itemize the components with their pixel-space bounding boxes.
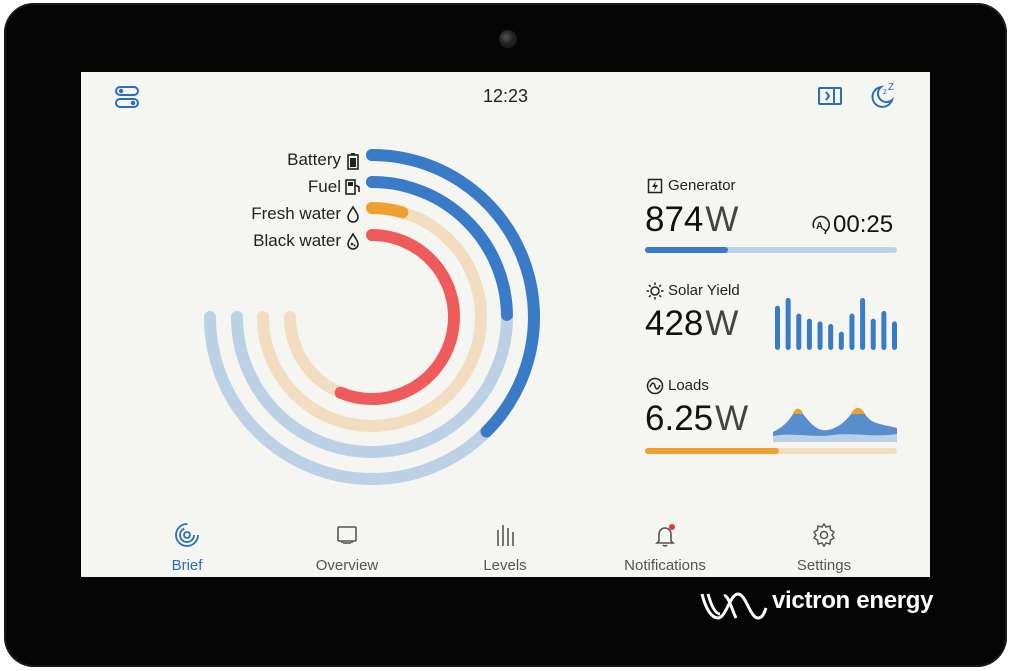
loads-value: 6.25W (645, 399, 749, 438)
solar-bar (849, 313, 855, 350)
level-gauges (204, 149, 540, 485)
clock: 12:23 (482, 86, 529, 106)
droplet-icon (347, 205, 359, 223)
nav-notifications-label: Notifications (624, 557, 706, 574)
gauge-label-battery: Battery (287, 150, 341, 169)
solar-bar (892, 321, 897, 350)
levels-icon (497, 525, 514, 546)
generator-label: Generator (668, 177, 736, 194)
loads-bar-track (645, 448, 897, 454)
generator-runtime: 00:25 (833, 211, 894, 238)
solar-bar (860, 298, 866, 350)
screen: 12:23 z Z Battery Fuel Fresh water Black… (81, 72, 930, 577)
nav-overview[interactable]: Overview (287, 522, 407, 574)
ac-wave-icon (646, 377, 664, 395)
gauge-fill-3 (334, 229, 460, 405)
solar-bar (775, 305, 780, 350)
gauge-label-fresh-water: Fresh water (251, 204, 341, 223)
victron-logo-icon (700, 592, 768, 620)
solar-bar (817, 321, 823, 350)
generator-bar-track (645, 247, 897, 253)
auto-start-icon: A (812, 215, 831, 235)
solar-bar (785, 298, 791, 350)
solar-bar (796, 313, 802, 350)
gauge-label-fuel: Fuel (307, 177, 341, 196)
nav-notifications[interactable]: Notifications (605, 522, 725, 574)
gauge-fill-1 (366, 176, 513, 321)
generator-icon (647, 178, 663, 194)
brief-icon (175, 523, 199, 547)
sleep-icon[interactable]: z Z (869, 82, 897, 115)
gear-icon (812, 522, 836, 548)
svg-text:z: z (883, 87, 887, 96)
loads-label: Loads (668, 377, 709, 394)
solar-value: 428W (645, 304, 739, 343)
camera (499, 30, 517, 48)
sidepanel-icon[interactable] (818, 86, 842, 111)
gauge-fill-2 (366, 202, 409, 219)
droplet-waste-icon (347, 232, 359, 250)
battery-icon (347, 153, 359, 170)
solar-bar (870, 318, 876, 350)
solar-bar (838, 331, 844, 350)
gauge-track-2 (257, 202, 487, 432)
nav-settings[interactable]: Settings (764, 522, 884, 574)
solar-label: Solar Yield (668, 282, 740, 299)
sun-icon (646, 282, 664, 300)
generator-value: 874W (645, 200, 739, 239)
fuel-icon (345, 179, 360, 195)
nav-levels[interactable]: Levels (445, 522, 565, 574)
nav-overview-label: Overview (315, 557, 379, 574)
toggles-icon[interactable] (114, 84, 140, 115)
bell-icon (655, 524, 675, 547)
solar-bar (881, 311, 887, 350)
loads-bar-fill (645, 448, 779, 454)
loads-history-chart (773, 408, 897, 442)
brand-name: victron energy (772, 587, 934, 614)
svg-text:Z: Z (888, 82, 894, 93)
nav-brief-label: Brief (171, 557, 203, 574)
overview-icon (337, 526, 357, 544)
gauge-fill-0 (366, 149, 540, 438)
solar-bar (806, 318, 812, 350)
solar-bar (828, 324, 834, 350)
nav-levels-label: Levels (483, 557, 527, 574)
solar-history-chart (775, 298, 897, 350)
gauge-label-black-water: Black water (253, 231, 341, 250)
generator-bar-fill (645, 247, 729, 253)
nav-brief[interactable]: Brief (127, 522, 247, 574)
nav-settings-label: Settings (796, 557, 852, 574)
svg-text:A: A (816, 221, 823, 232)
